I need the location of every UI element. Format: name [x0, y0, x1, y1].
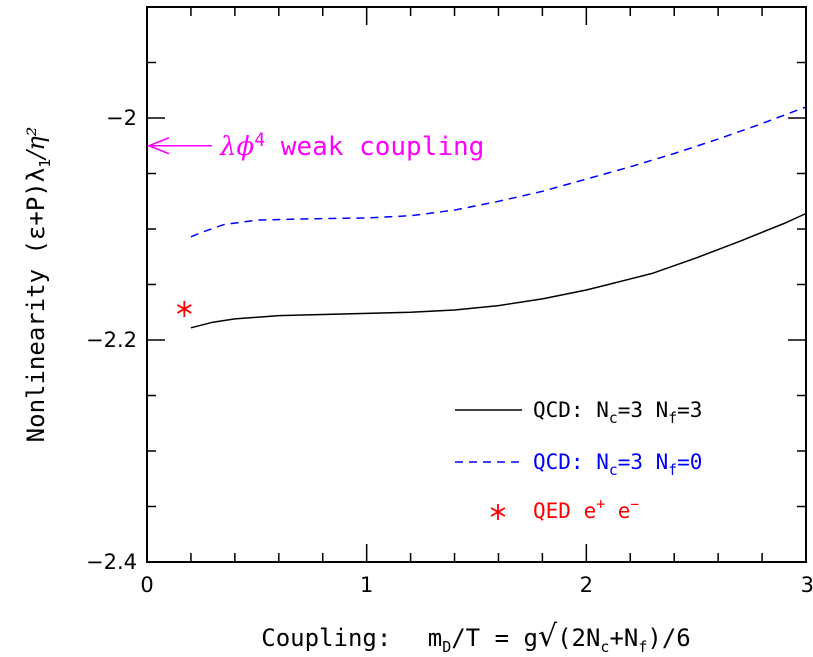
- series-line-nf3: [190, 212, 807, 329]
- y-tick-label: −2: [106, 106, 137, 130]
- qed-point: [176, 300, 192, 317]
- legend-marker-qed: [490, 504, 506, 520]
- x-axis-title-sqrt: √: [538, 619, 558, 654]
- x-axis-title-rest: /T = g: [451, 624, 538, 652]
- legend: QCD: Nc=3 Nf=3 QCD: Nc=3 Nf=0 QED e+ e−: [455, 398, 702, 523]
- x-tick-label: 0: [140, 573, 153, 597]
- series-layer: [176, 106, 807, 329]
- y-axis-title: Nonlinearity (ε+P)λ1/η²: [22, 127, 54, 443]
- annotation-weak-coupling: λϕ4 weak coupling: [219, 130, 484, 162]
- y-axis-title-prefix: Nonlinearity (ε+P)λ: [22, 168, 50, 443]
- x-tick-label: 3: [801, 573, 813, 597]
- series-line-nf0: [190, 106, 807, 238]
- x-axis-title-prefix: Coupling:: [261, 624, 391, 652]
- x-axis-title: Coupling: mD/T = g√(2Nc+Nf)/6: [261, 619, 691, 656]
- x-tick-label: 2: [580, 573, 593, 597]
- plot-frame: [146, 6, 807, 563]
- annotation-layer: λϕ4 weak coupling: [146, 130, 484, 162]
- legend-label-1: QCD: Nc=3 Nf=0: [533, 450, 702, 479]
- legend-label-2: QED e+ e−: [533, 496, 639, 523]
- legend-label-0: QCD: Nc=3 Nf=3: [533, 398, 702, 427]
- x-tick-label: 1: [360, 573, 373, 597]
- x-axis-title-arg-4: )/6: [647, 624, 690, 652]
- x-axis-title-m: m: [428, 624, 442, 652]
- x-axis-title-arg-3: f: [638, 638, 647, 656]
- x-axis-title-arg-2: +N: [609, 624, 638, 652]
- arrow-left-icon: [146, 137, 170, 155]
- ticks-layer: 0 1 2 3 −2.4 −2.2 −2: [86, 6, 813, 597]
- y-axis-title-sub: 1: [36, 159, 54, 168]
- y-axis-title-suffix: /η²: [22, 127, 50, 161]
- y-tick-label: −2.4: [86, 550, 137, 574]
- y-tick-label: −2.2: [86, 328, 137, 352]
- x-axis-title-arg-0: (2N: [557, 624, 600, 652]
- x-axis-title-m-sub: D: [442, 638, 451, 656]
- x-axis-title-arg-1: c: [600, 638, 609, 656]
